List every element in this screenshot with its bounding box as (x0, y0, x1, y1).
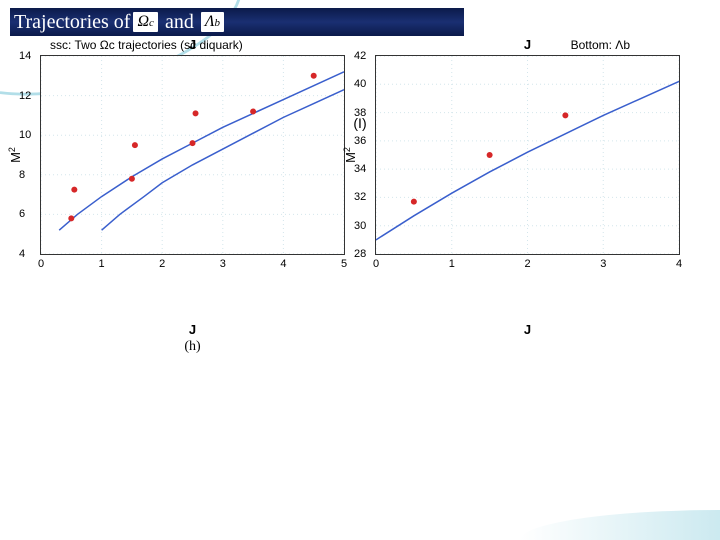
y-label: M2 (342, 147, 358, 163)
x-label-bottom: J (189, 322, 196, 337)
sym-sub: c (149, 13, 154, 33)
y-tick: 10 (19, 129, 31, 141)
right-chart: M2 012342830323436384042 (375, 55, 680, 255)
charts-row: J ssc: Two Ωc trajectories (sc diquark) … (40, 55, 680, 305)
title-prefix: Trajectories of (14, 11, 130, 34)
left-chart: M2 012345468101214 (40, 55, 345, 255)
x-tick: 0 (373, 258, 379, 270)
symbol-omega-c: Ωc (133, 12, 157, 32)
x-tick: 1 (449, 258, 455, 270)
y-tick: 34 (354, 163, 366, 175)
x-tick: 3 (220, 258, 226, 270)
sub-label: (h) (184, 339, 200, 355)
y-tick: 30 (354, 220, 366, 232)
x-tick: 0 (38, 258, 44, 270)
x-tick: 2 (524, 258, 530, 270)
y-tick: 32 (354, 191, 366, 203)
y-tick: 6 (19, 208, 25, 220)
y-tick: 40 (354, 78, 366, 90)
x-tick: 4 (280, 258, 286, 270)
left-chart-wrap: J ssc: Two Ωc trajectories (sc diquark) … (40, 55, 345, 305)
x-label-top: J (524, 37, 531, 52)
y-tick: 28 (354, 248, 366, 260)
y-tick: 42 (354, 50, 366, 62)
y-tick: 14 (19, 50, 31, 62)
y-tick: 36 (354, 135, 366, 147)
right-chart-svg (376, 56, 679, 254)
chart-title: Bottom: Λb (571, 38, 630, 52)
y-tick: 38 (354, 107, 366, 119)
x-tick: 1 (99, 258, 105, 270)
chart-title: ssc: Two Ωc trajectories (sc diquark) (50, 38, 243, 52)
sym-sub: b (215, 13, 221, 33)
x-tick: 3 (600, 258, 606, 270)
sym-main: Ω (137, 12, 149, 32)
y-tick: 4 (19, 248, 25, 260)
x-tick: 5 (341, 258, 347, 270)
y-label: M2 (7, 147, 23, 163)
y-tick: 12 (19, 90, 31, 102)
right-chart-wrap: J Bottom: Λb M2 012342830323436384042 J (375, 55, 680, 305)
symbol-lambda-b: Λb (201, 12, 224, 32)
title-bar: Trajectories of Ωc and Λb (10, 8, 464, 36)
x-tick: 2 (159, 258, 165, 270)
title-mid: and (165, 11, 194, 34)
x-tick: 4 (676, 258, 682, 270)
sym-main: Λ (205, 12, 215, 32)
x-label-bottom: J (524, 322, 531, 337)
y-tick: 8 (19, 169, 25, 181)
left-chart-svg (41, 56, 344, 254)
bottom-accent (520, 510, 720, 540)
